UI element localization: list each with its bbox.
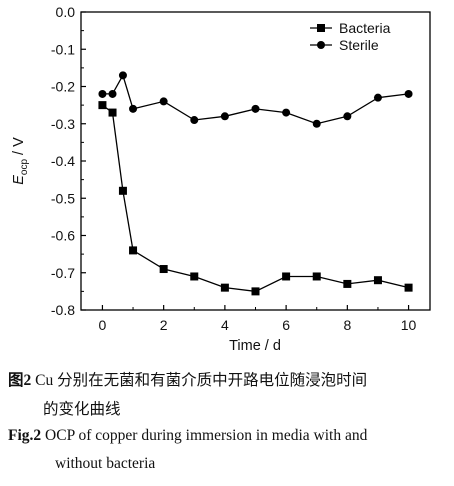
caption-en-label: Fig.2 [8,427,42,444]
y-tick-label: -0.8 [51,302,75,318]
y-tick-label: -0.2 [51,79,75,95]
y-tick-label: -0.5 [51,190,75,206]
circle-marker-sterile [282,108,291,117]
circle-marker-sterile [190,116,199,125]
y-tick-label: 0.0 [56,4,76,20]
square-marker-bacteria [220,283,229,292]
legend-marker-sterile [317,41,325,49]
axis-ticks: 0.0 -0.1 -0.2 -0.3 -0.4 -0.5 -0.6 -0.7 -0.8 0 2 4 6 8… [51,4,417,333]
square-marker-bacteria [190,272,199,281]
square-marker-bacteria [98,101,107,110]
circle-marker-sterile [129,104,138,113]
legend-label-sterile: Sterile [339,37,379,53]
legend-marker-bacteria [317,24,325,32]
series-markers [98,71,413,296]
circle-marker-sterile [220,112,229,121]
y-axis-label: Eocp / V [11,137,30,185]
circle-marker-sterile [118,71,127,80]
y-tick-label: -0.6 [51,228,75,244]
y-tick-label: -0.7 [51,265,75,281]
y-axis-label-sub: ocp [19,159,30,176]
circle-marker-sterile [404,89,413,98]
circle-marker-sterile [343,112,352,121]
x-tick-label: 10 [401,317,417,333]
square-marker-bacteria [373,276,382,285]
square-marker-bacteria [251,287,260,296]
y-tick-label: -0.1 [51,41,75,57]
x-tick-label: 6 [282,317,290,333]
x-axis-label: Time / d [229,338,281,354]
square-marker-bacteria [108,108,117,117]
x-tick-label: 0 [99,317,107,333]
caption-en-line-1: Fig.2 OCP of copper during immersion in … [8,427,367,445]
y-tick-label: -0.3 [51,116,75,132]
caption-en-line-2: without bacteria [55,455,156,472]
square-marker-bacteria [404,283,413,292]
square-marker-bacteria [312,272,321,281]
y-axis-label-main: E [11,175,27,185]
caption-cn-line-2: 的变化曲线 [43,401,121,418]
circle-marker-sterile [251,104,260,113]
circle-marker-sterile [159,97,168,106]
series-line-sterile [102,73,409,125]
square-marker-bacteria [159,265,168,274]
caption-en-text-1: OCP of copper during immersion in media … [41,427,368,444]
caption-cn-line-1: 图2 Cu 分别在无菌和有菌介质中开路电位随浸泡时间 [8,368,367,390]
square-marker-bacteria [282,272,291,281]
circle-marker-sterile [108,89,117,98]
y-axis-label-unit: / V [11,137,27,159]
ocp-chart: 0.0 -0.1 -0.2 -0.3 -0.4 -0.5 -0.6 -0.7 -0.8 0 2 4 6 8… [11,4,431,354]
circle-marker-sterile [373,93,382,102]
legend-label-bacteria: Bacteria [339,20,391,36]
square-marker-bacteria [129,246,138,255]
caption-cn-label: 图2 [8,372,32,389]
x-tick-label: 2 [160,317,168,333]
circle-marker-sterile [98,89,107,98]
x-tick-label: 4 [221,317,229,333]
square-marker-bacteria [343,279,352,288]
caption-cn-text-1: Cu 分别在无菌和有菌介质中开路电位随浸泡时间 [31,372,368,389]
series-line-bacteria [102,104,409,293]
plot-frame [80,11,431,311]
square-marker-bacteria [118,186,127,195]
y-tick-label: -0.4 [51,153,75,169]
circle-marker-sterile [312,119,321,128]
x-tick-label: 8 [343,317,351,333]
